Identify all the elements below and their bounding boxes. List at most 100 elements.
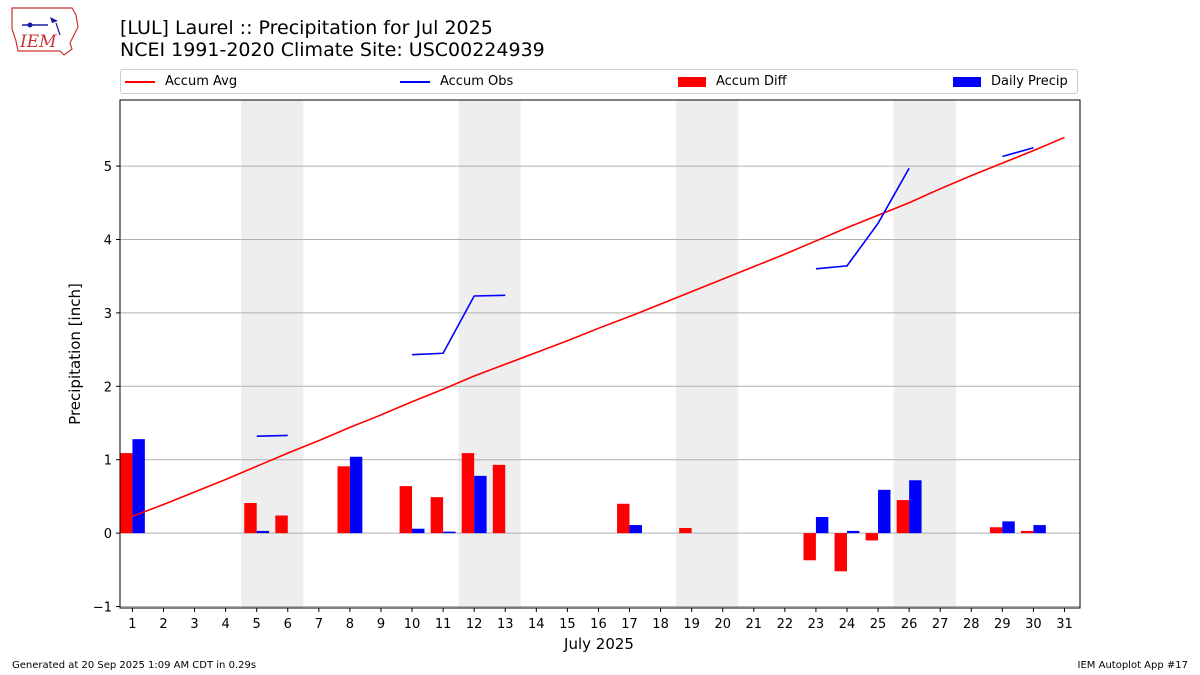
x-tick-label: 2 (159, 617, 167, 632)
accum-diff-bar (896, 500, 910, 534)
daily-precip-bar (878, 489, 891, 534)
line-series (132, 136, 1065, 517)
x-tick-label: 21 (746, 617, 763, 632)
x-axis-label: July 2025 (563, 635, 634, 653)
x-tick-label: 24 (839, 617, 856, 632)
daily-precip-bar (443, 531, 456, 534)
x-tick-label: 27 (932, 617, 949, 632)
x-tick-label: 4 (221, 617, 229, 632)
iem-logo: IEM (8, 5, 82, 63)
legend-accum-obs: Accum Obs (400, 74, 513, 89)
accum-avg-line (132, 136, 1065, 517)
legend-swatch-diff (678, 76, 706, 87)
bar-series (120, 439, 1046, 572)
x-tick-label: 18 (652, 617, 669, 632)
daily-precip-bar (256, 530, 270, 534)
weekend-shading (241, 100, 956, 608)
footer-generated: Generated at 20 Sep 2025 1:09 AM CDT in … (12, 660, 257, 671)
x-tick-label: 28 (963, 617, 980, 632)
weekend-band (676, 100, 739, 608)
y-tick-label: 3 (104, 307, 112, 322)
daily-precip-bar (1002, 521, 1015, 534)
title-line-1: [LUL] Laurel :: Precipitation for Jul 20… (120, 17, 493, 39)
legend-swatch-obs (400, 80, 430, 83)
weekend-band (893, 100, 956, 608)
accum-diff-bar (803, 533, 816, 561)
y-tick-label: 2 (104, 380, 112, 395)
daily-precip-bar (349, 456, 363, 534)
y-tick-label: −1 (93, 601, 112, 616)
y-tick-label: 0 (104, 527, 112, 542)
title-line-2: NCEI 1991-2020 Climate Site: USC00224939 (120, 39, 545, 61)
grid-lines (120, 165, 1080, 608)
accum-diff-bar (1020, 530, 1034, 534)
x-tick-label: 10 (404, 617, 421, 632)
x-tick-label: 9 (377, 617, 385, 632)
chart-title: [LUL] Laurel :: Precipitation for Jul 20… (120, 17, 545, 61)
x-tick-label: 12 (466, 617, 483, 632)
x-tick-label: 7 (315, 617, 323, 632)
weekend-band (458, 100, 521, 608)
legend-accum-avg: Accum Avg (125, 74, 237, 89)
accum-obs-line (1002, 146, 1034, 158)
y-tick-label: 5 (104, 160, 112, 175)
x-tick-label: 19 (683, 617, 700, 632)
accum-diff-bar (275, 515, 288, 534)
chart-legend: Accum Avg Accum Obs Accum Diff Daily Pre… (120, 69, 1078, 94)
daily-precip-bar (1033, 525, 1046, 534)
x-tick-label: 6 (284, 617, 292, 632)
accum-diff-bar (865, 533, 879, 541)
plot-frame (119, 99, 1081, 609)
legend-daily-precip: Daily Precip (953, 74, 1068, 89)
accum-diff-bar (337, 466, 350, 534)
legend-accum-diff: Accum Diff (678, 74, 787, 89)
x-tick-label: 16 (590, 617, 607, 632)
y-tick-label: 4 (104, 233, 112, 248)
x-tick-label: 31 (1056, 617, 1073, 632)
weekend-band (241, 100, 304, 608)
y-axis-label: Precipitation [inch] (66, 283, 84, 425)
x-tick-label: 1 (128, 617, 136, 632)
x-tick-label: 29 (994, 617, 1011, 632)
legend-swatch-daily (953, 76, 981, 87)
accum-diff-bar (989, 527, 1003, 534)
x-tick-label: 8 (346, 617, 354, 632)
accum-diff-bar (492, 464, 506, 534)
x-tick-label: 22 (777, 617, 794, 632)
accum-diff-bar (617, 503, 630, 534)
daily-precip-bar (412, 528, 425, 534)
legend-swatch-avg (125, 80, 155, 83)
accum-diff-bar (461, 453, 475, 534)
x-tick-label: 25 (870, 617, 887, 632)
x-tick-label: 23 (808, 617, 825, 632)
daily-precip-bar (629, 525, 642, 534)
accum-obs-line (815, 167, 910, 270)
accum-diff-bar (679, 527, 692, 534)
x-tick-label: 20 (714, 617, 731, 632)
logo-text: IEM (19, 32, 57, 52)
x-tick-label: 11 (435, 617, 452, 632)
x-tick-label: 14 (528, 617, 545, 632)
legend-label-avg: Accum Avg (165, 74, 238, 89)
daily-precip-bar (815, 516, 829, 534)
accum-obs-line (256, 434, 288, 438)
daily-precip-bar (846, 530, 860, 534)
x-tick-label: 30 (1025, 617, 1042, 632)
x-tick-label: 26 (901, 617, 918, 632)
accum-diff-bar (399, 486, 413, 534)
legend-label-diff: Accum Diff (716, 74, 787, 89)
legend-label-daily: Daily Precip (991, 74, 1068, 89)
accum-diff-bar (834, 533, 847, 572)
daily-precip-bar (132, 439, 145, 534)
accum-diff-bar (244, 503, 257, 534)
x-tick-label: 17 (621, 617, 638, 632)
x-tick-label: 15 (559, 617, 576, 632)
daily-precip-bar (474, 475, 487, 534)
accum-diff-bar (120, 453, 133, 534)
accum-obs-line (412, 294, 506, 356)
legend-label-obs: Accum Obs (440, 74, 514, 89)
footer-app: IEM Autoplot App #17 (1077, 660, 1188, 671)
x-tick-label: 13 (497, 617, 514, 632)
